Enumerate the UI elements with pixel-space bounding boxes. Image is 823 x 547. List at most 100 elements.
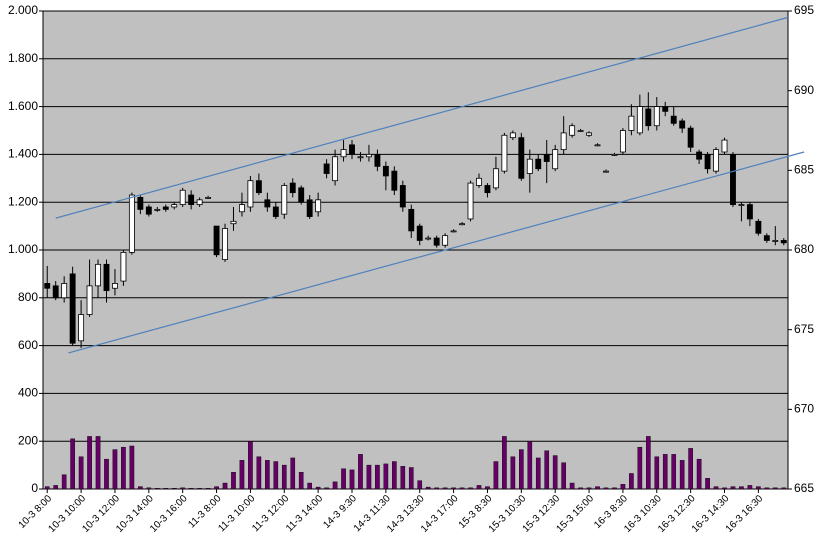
candle-body [179, 189, 186, 205]
y2-tick-label: 695 [794, 3, 814, 17]
volume-bar [256, 456, 262, 490]
volume-bar [138, 486, 143, 490]
volume-bar [341, 468, 346, 490]
candle-body [357, 156, 364, 159]
candle-body [382, 165, 389, 177]
volume-bar [298, 472, 304, 490]
candle-body [349, 144, 355, 155]
candle-body [645, 108, 652, 127]
candle-body [128, 194, 135, 253]
candle-body [196, 199, 203, 205]
volume-bar [146, 487, 152, 490]
volume-bar [315, 486, 321, 490]
candle-body [535, 158, 542, 170]
candle-body [484, 185, 491, 194]
candle-body [780, 240, 787, 244]
volume-bar [392, 461, 397, 490]
candle-body [95, 263, 101, 287]
volume-bar [756, 486, 761, 490]
volume-bar [654, 456, 660, 490]
y-tick-label: 1.400 [8, 147, 38, 161]
candle-body [603, 170, 609, 173]
volume-bar [248, 441, 253, 490]
candle-body [755, 220, 762, 234]
volume-bar [764, 487, 770, 490]
volume-bar [586, 487, 592, 490]
x-tick-label: 14-3 17:00 [419, 493, 461, 535]
volume-bar [70, 438, 75, 490]
candle-body [205, 197, 212, 199]
volume-bar [459, 487, 465, 490]
trend-line [68, 151, 805, 354]
y2-tick-label: 675 [794, 322, 814, 336]
candle-body [611, 153, 618, 156]
candle-body [120, 251, 127, 282]
candle-body [772, 240, 779, 242]
candle-body [560, 132, 567, 151]
y-tick-label: 400 [18, 386, 38, 400]
candle-body [298, 187, 305, 203]
volume-bar [154, 488, 160, 490]
x-tick-label: 16-3 16:30 [724, 493, 766, 535]
candle-body [171, 204, 178, 208]
candle-body [289, 182, 296, 194]
candle-body [543, 153, 550, 162]
volume-bar [662, 454, 668, 490]
candle-body [653, 106, 660, 127]
volume-bar [620, 484, 626, 490]
volume-bar [163, 488, 169, 490]
candle-body [628, 115, 635, 131]
candle-body [730, 153, 736, 205]
candle-body [230, 220, 237, 225]
volume-bar [772, 487, 778, 490]
candle-body [61, 283, 68, 299]
candle-body [239, 204, 245, 213]
volume-bar [442, 487, 448, 490]
volume-bar [569, 482, 575, 490]
candle-body [391, 170, 398, 191]
candle-body [518, 137, 525, 179]
volume-bar [739, 486, 744, 490]
y2-tick-label: 665 [794, 481, 814, 495]
y-tick-label: 1.000 [8, 242, 38, 256]
y-tick-label: 1.200 [8, 194, 38, 208]
candle-body [332, 156, 339, 182]
candle-body [399, 185, 406, 208]
candle-body [281, 185, 288, 215]
volume-bar [231, 472, 236, 490]
volume-bar [417, 480, 423, 490]
volume-bar [527, 441, 533, 490]
candle-body [272, 206, 279, 217]
volume-bar [552, 455, 558, 490]
candle-body [188, 194, 195, 205]
volume-bar [519, 449, 524, 490]
candle-body [696, 151, 703, 160]
candle-body [365, 153, 372, 158]
candle-body [619, 130, 626, 153]
candle-body [738, 204, 745, 206]
y2-tick-label: 685 [794, 163, 814, 177]
candle-body [323, 163, 330, 174]
volume-bar [705, 478, 710, 490]
candle-body [450, 230, 457, 233]
volume-bar [366, 464, 372, 490]
volume-bar [578, 487, 583, 490]
volume-bar [375, 464, 380, 490]
candle-body [145, 206, 152, 215]
volume-bar [476, 485, 482, 490]
candle-body [586, 132, 592, 136]
volume-bar [290, 457, 296, 490]
volume-bar [87, 436, 92, 490]
volume-bar [451, 487, 456, 490]
volume-bar [493, 461, 499, 490]
candle-body [704, 153, 711, 170]
candle-body [162, 206, 169, 210]
volume-bar [273, 461, 279, 490]
candle-body [670, 115, 677, 124]
candle-body [425, 237, 432, 240]
volume-bar [434, 487, 439, 490]
volume-bar [61, 474, 67, 490]
volume-bar [502, 436, 507, 490]
candle-body [306, 199, 313, 217]
